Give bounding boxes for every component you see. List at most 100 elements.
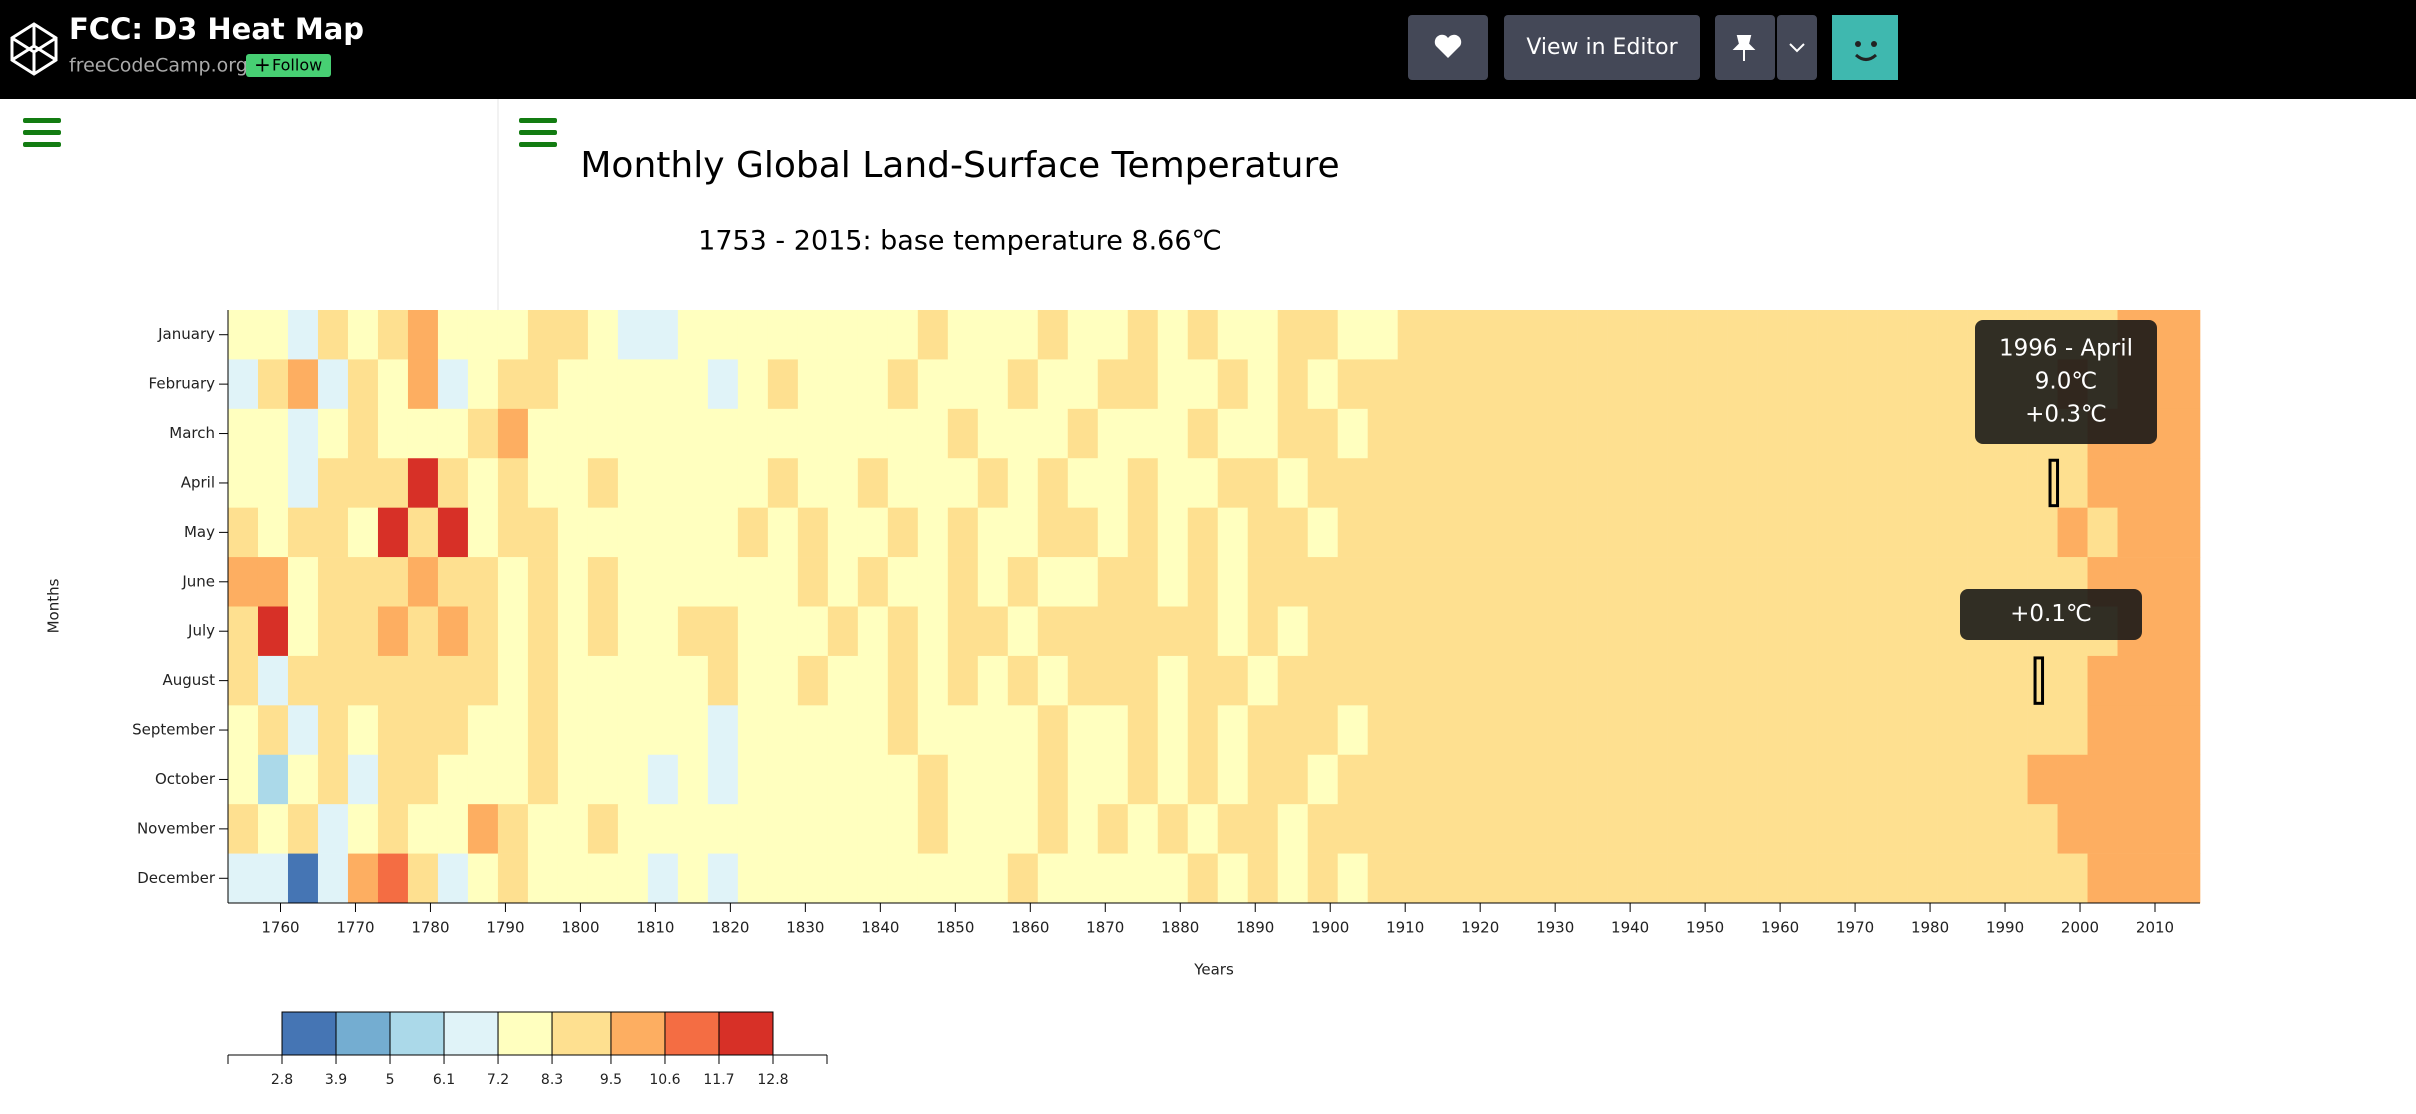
heat-cell (1877, 853, 1908, 904)
heat-cell (1157, 557, 1189, 607)
heat-cell (1517, 408, 1548, 459)
heat-cell (1577, 705, 1608, 756)
heat-cell (1487, 557, 1518, 607)
heat-cell (1157, 507, 1189, 558)
heat-cell (407, 507, 439, 558)
heat-cell (647, 853, 679, 904)
heat-cell (557, 408, 589, 459)
heat-cell (1127, 557, 1159, 607)
heat-cell (2087, 655, 2118, 706)
follow-button[interactable] (246, 54, 331, 77)
heat-cell (407, 359, 439, 410)
heat-cell (2177, 606, 2201, 657)
menu-icon[interactable] (519, 118, 557, 147)
heat-cell (1967, 754, 1998, 805)
heat-cell (677, 705, 709, 756)
heat-cell (1247, 606, 1279, 657)
heat-cell (2087, 853, 2118, 904)
heat-cell (1337, 458, 1369, 508)
heat-cell (1037, 853, 1069, 904)
heat-cell (1637, 359, 1668, 410)
menu-icon[interactable] (23, 118, 61, 147)
heat-cell (377, 606, 409, 657)
heat-cell (827, 507, 859, 558)
heat-cell (1577, 359, 1608, 410)
heat-cell (827, 557, 859, 607)
heat-cell (707, 804, 739, 854)
heat-cell (1397, 804, 1428, 854)
heat-cell (1997, 853, 2028, 904)
heat-cell (1637, 557, 1668, 607)
heat-cell (1787, 606, 1818, 657)
heat-cell (1577, 606, 1608, 657)
legend-swatch (335, 1011, 391, 1056)
heat-cell (1427, 655, 1458, 706)
heat-cell (677, 606, 709, 657)
owner-name[interactable]: freeCodeCamp.org (69, 55, 248, 77)
heat-cell (1787, 655, 1818, 706)
heat-cell (677, 408, 709, 459)
editor-button[interactable] (1504, 15, 1700, 80)
heat-cell (647, 458, 679, 508)
x-tick-label: 2000 (2061, 919, 2099, 937)
heat-cell (1757, 705, 1788, 756)
heat-cell (1967, 507, 1998, 558)
heat-cell (1877, 804, 1908, 854)
heat-cell (1697, 557, 1728, 607)
heat-cell (707, 853, 739, 904)
heat-cell (1577, 310, 1608, 360)
heat-cell (977, 705, 1009, 756)
x-tick-label: 1980 (1911, 919, 1949, 937)
heat-cell (1727, 359, 1758, 410)
heat-cell (1517, 310, 1548, 360)
codepen-logo[interactable] (10, 22, 58, 76)
heat-cell (467, 655, 499, 706)
heat-cell (1307, 557, 1339, 607)
heat-cell (1127, 853, 1159, 904)
heat-cell (437, 655, 469, 706)
heat-cell (677, 557, 709, 607)
heat-cell (1277, 655, 1309, 706)
heat-cell (1007, 705, 1039, 756)
pen-title: FCC: D3 Heat Map (69, 12, 364, 46)
heat-cell (1757, 655, 1788, 706)
heat-cell (1877, 310, 1908, 360)
heat-cell (1127, 458, 1159, 508)
heat-cell (1727, 754, 1758, 805)
heat-cell (1427, 458, 1458, 508)
heat-cell (1487, 507, 1518, 558)
heat-cell (737, 507, 769, 558)
heat-cell (527, 705, 559, 756)
heat-cell (1787, 754, 1818, 805)
legend-swatch (610, 1011, 666, 1056)
heat-cell (1787, 804, 1818, 854)
heat-cell (1097, 507, 1129, 558)
heat-cell (1907, 853, 1938, 904)
heat-cell (2177, 557, 2201, 607)
x-tick-label: 1790 (486, 919, 524, 937)
heat-cell (2177, 458, 2201, 508)
heat-cell (1367, 408, 1399, 459)
heat-cell (827, 655, 859, 706)
heat-cell (1157, 606, 1189, 657)
heat-cell (347, 507, 379, 558)
heat-cell (1817, 804, 1848, 854)
heat-cell (1307, 606, 1339, 657)
pin-dropdown[interactable] (1777, 15, 1817, 80)
heat-cell (287, 310, 319, 360)
heat-cell (1247, 310, 1279, 360)
heat-cell (497, 458, 529, 508)
heat-cell (1517, 853, 1548, 904)
heat-cell (1847, 754, 1878, 805)
heat-cell (767, 804, 799, 854)
heat-cell (407, 310, 439, 360)
avatar[interactable] (1832, 15, 1898, 80)
heat-cell (317, 853, 349, 904)
heat-cell (2117, 705, 2148, 756)
x-tick-label: 1850 (936, 919, 974, 937)
heat-cell (1547, 310, 1578, 360)
heat-cell (707, 754, 739, 805)
legend-tick-label: 2.8 (271, 1072, 293, 1088)
heat-cell (617, 853, 649, 904)
heat-cell (827, 705, 859, 756)
